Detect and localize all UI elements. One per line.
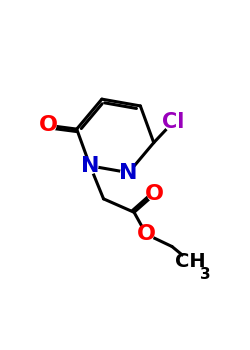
Text: CH: CH <box>176 252 206 271</box>
Circle shape <box>121 165 136 181</box>
Text: O: O <box>137 224 156 244</box>
Text: N: N <box>81 156 99 176</box>
Text: Cl: Cl <box>162 112 184 132</box>
Text: O: O <box>145 184 164 204</box>
Circle shape <box>41 118 56 133</box>
Circle shape <box>82 158 98 174</box>
Circle shape <box>148 187 162 201</box>
Text: N: N <box>119 163 138 183</box>
Text: 3: 3 <box>200 267 211 282</box>
Circle shape <box>181 252 204 275</box>
Text: O: O <box>39 116 58 135</box>
Circle shape <box>139 227 154 242</box>
Circle shape <box>164 113 182 131</box>
